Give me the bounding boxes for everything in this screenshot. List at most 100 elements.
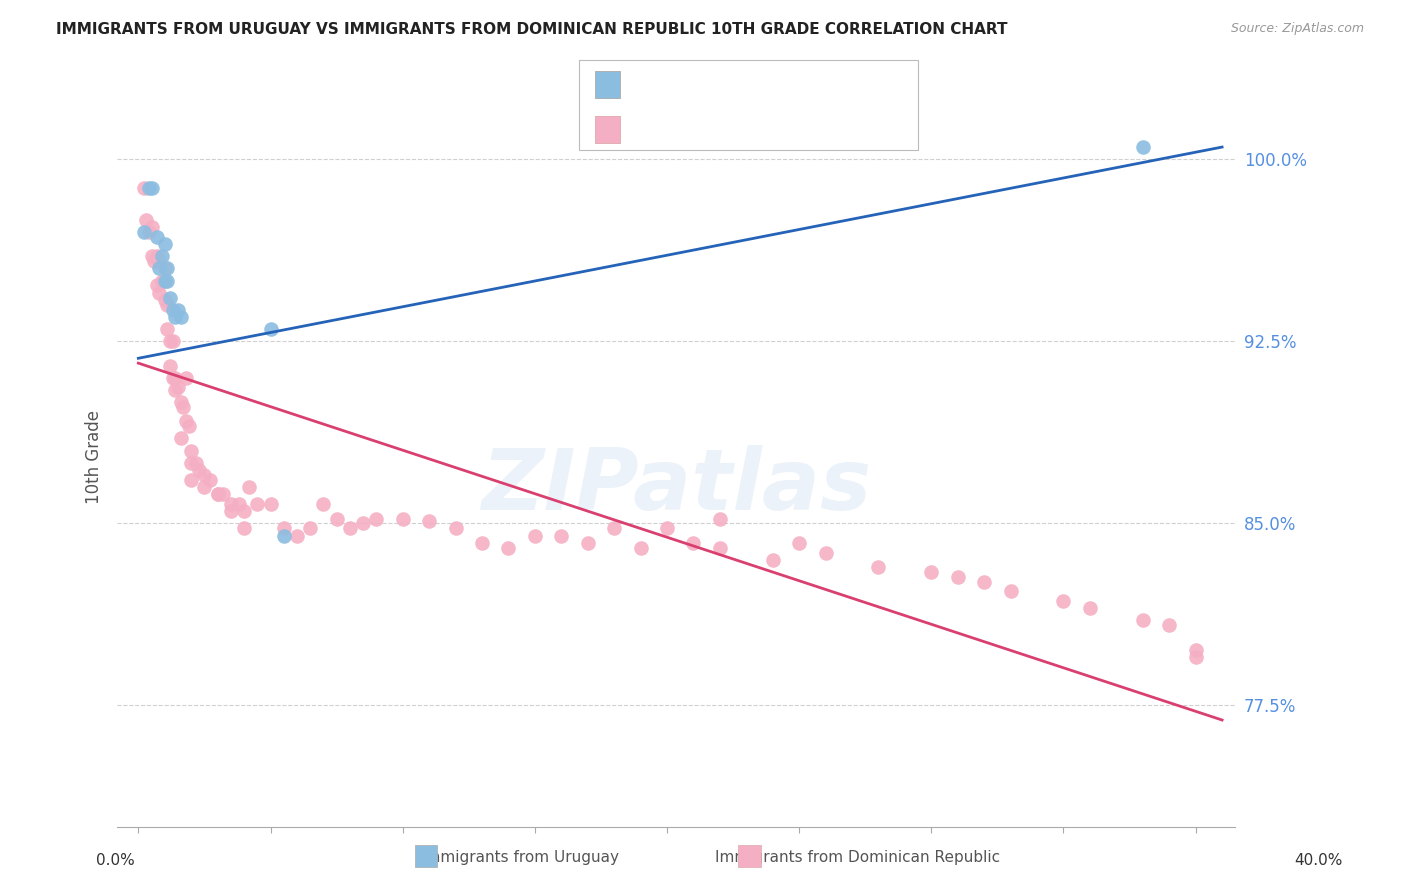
- Point: [471, 536, 494, 550]
- Point: [169, 431, 191, 445]
- Point: [180, 473, 202, 487]
- Text: 0.0%: 0.0%: [96, 854, 135, 868]
- Point: [207, 487, 229, 501]
- Point: [246, 497, 269, 511]
- Point: [159, 291, 181, 305]
- Point: [169, 395, 191, 409]
- Point: [1184, 649, 1206, 664]
- Point: [156, 298, 179, 312]
- Point: [682, 536, 704, 550]
- Text: -0.679: -0.679: [669, 120, 728, 138]
- Point: [946, 570, 969, 584]
- Point: [148, 261, 170, 276]
- Point: [233, 521, 256, 535]
- Point: [159, 359, 181, 373]
- Text: 40.0%: 40.0%: [1295, 854, 1343, 868]
- Point: [167, 302, 190, 317]
- Point: [153, 293, 176, 307]
- Point: [920, 565, 942, 579]
- Point: [193, 480, 215, 494]
- Point: [550, 528, 572, 542]
- Point: [1052, 594, 1074, 608]
- Point: [153, 274, 176, 288]
- Point: [1132, 140, 1154, 154]
- Point: [576, 536, 599, 550]
- Point: [273, 521, 295, 535]
- Point: [174, 414, 197, 428]
- Point: [156, 322, 179, 336]
- Point: [299, 521, 322, 535]
- Point: [868, 560, 890, 574]
- Point: [148, 285, 170, 300]
- Point: [150, 249, 173, 263]
- Point: [498, 541, 520, 555]
- Point: [165, 370, 187, 384]
- Point: [138, 181, 160, 195]
- Point: [228, 497, 250, 511]
- Point: [1184, 642, 1206, 657]
- Point: [167, 380, 190, 394]
- Point: [162, 302, 184, 317]
- Point: [141, 249, 163, 263]
- Point: [153, 237, 176, 252]
- Point: [207, 487, 229, 501]
- Point: [655, 521, 678, 535]
- Point: [219, 497, 242, 511]
- Point: [212, 487, 235, 501]
- Point: [973, 574, 995, 589]
- Point: [143, 254, 166, 268]
- Point: [169, 310, 191, 324]
- Point: [150, 274, 173, 288]
- Point: [188, 463, 211, 477]
- Point: [174, 370, 197, 384]
- Point: [1159, 618, 1181, 632]
- Point: [186, 456, 208, 470]
- Text: Source: ZipAtlas.com: Source: ZipAtlas.com: [1230, 22, 1364, 36]
- Point: [162, 370, 184, 384]
- Point: [132, 181, 155, 195]
- Point: [709, 511, 731, 525]
- Point: [233, 504, 256, 518]
- Point: [177, 419, 200, 434]
- Point: [138, 225, 160, 239]
- Point: [1132, 614, 1154, 628]
- Point: [603, 521, 626, 535]
- Text: ZIPatlas: ZIPatlas: [481, 445, 872, 528]
- Point: [180, 456, 202, 470]
- Point: [148, 254, 170, 268]
- Point: [156, 261, 179, 276]
- Text: R =: R =: [631, 120, 665, 136]
- Point: [273, 528, 295, 542]
- Point: [814, 545, 837, 559]
- Point: [198, 473, 221, 487]
- Point: [339, 521, 361, 535]
- Point: [709, 541, 731, 555]
- Point: [165, 310, 187, 324]
- Point: [1078, 601, 1101, 615]
- Point: [391, 511, 413, 525]
- Text: Immigrants from Dominican Republic: Immigrants from Dominican Republic: [716, 850, 1000, 864]
- Point: [259, 322, 281, 336]
- Text: N = 83: N = 83: [737, 120, 799, 138]
- Point: [352, 516, 374, 531]
- Point: [141, 220, 163, 235]
- Point: [180, 443, 202, 458]
- Point: [366, 511, 388, 525]
- Text: Immigrants from Uruguay: Immigrants from Uruguay: [422, 850, 619, 864]
- Text: N = 18: N = 18: [737, 69, 799, 87]
- Point: [444, 521, 467, 535]
- Point: [135, 213, 157, 227]
- Point: [325, 511, 347, 525]
- Point: [172, 400, 194, 414]
- Point: [418, 514, 440, 528]
- Point: [762, 553, 785, 567]
- Point: [146, 230, 169, 244]
- Point: [141, 181, 163, 195]
- Point: [238, 480, 260, 494]
- Point: [153, 261, 176, 276]
- Point: [630, 541, 652, 555]
- Text: R =: R =: [631, 69, 665, 84]
- Point: [193, 467, 215, 482]
- Point: [159, 334, 181, 349]
- Point: [156, 274, 179, 288]
